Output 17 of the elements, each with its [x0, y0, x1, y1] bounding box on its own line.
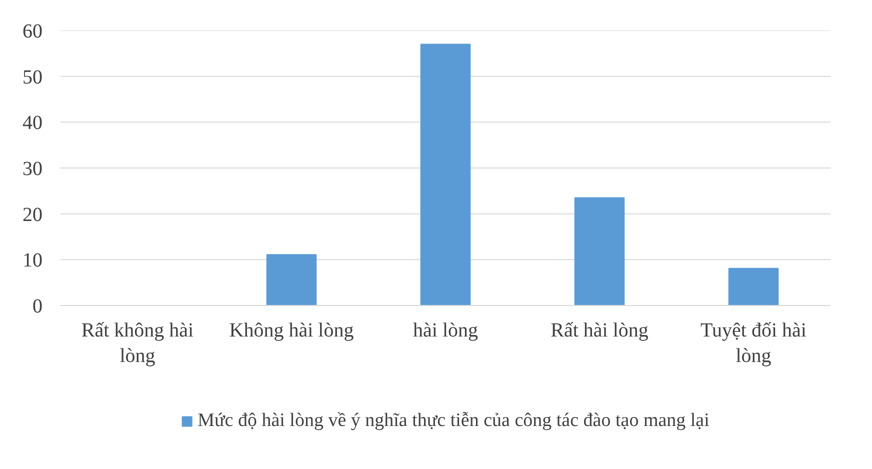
x-tick-label: Rất hài lòng [550, 320, 648, 342]
y-tick-label: 0 [32, 296, 42, 318]
bar [728, 268, 779, 306]
x-tick-label: hài lòng [413, 320, 478, 342]
x-tick-label: Rất không hài lòng [81, 320, 194, 367]
y-tick-label: 40 [22, 112, 42, 134]
y-tick-label: 50 [22, 66, 42, 88]
y-tick-label: 30 [22, 158, 42, 180]
y-tick-label: 60 [22, 20, 42, 42]
bar [420, 44, 471, 306]
bar [266, 254, 317, 306]
bar [574, 197, 625, 306]
x-tick-label: Không hài lòng [229, 320, 354, 342]
y-tick-label: 10 [22, 250, 42, 272]
legend-label: Mức độ hài lòng về ý nghĩa thực tiễn của công tác đào tạo mang lại [198, 410, 710, 432]
y-tick-label: 20 [22, 204, 42, 226]
x-tick-label: Tuyệt đối hài lòng [700, 320, 807, 367]
